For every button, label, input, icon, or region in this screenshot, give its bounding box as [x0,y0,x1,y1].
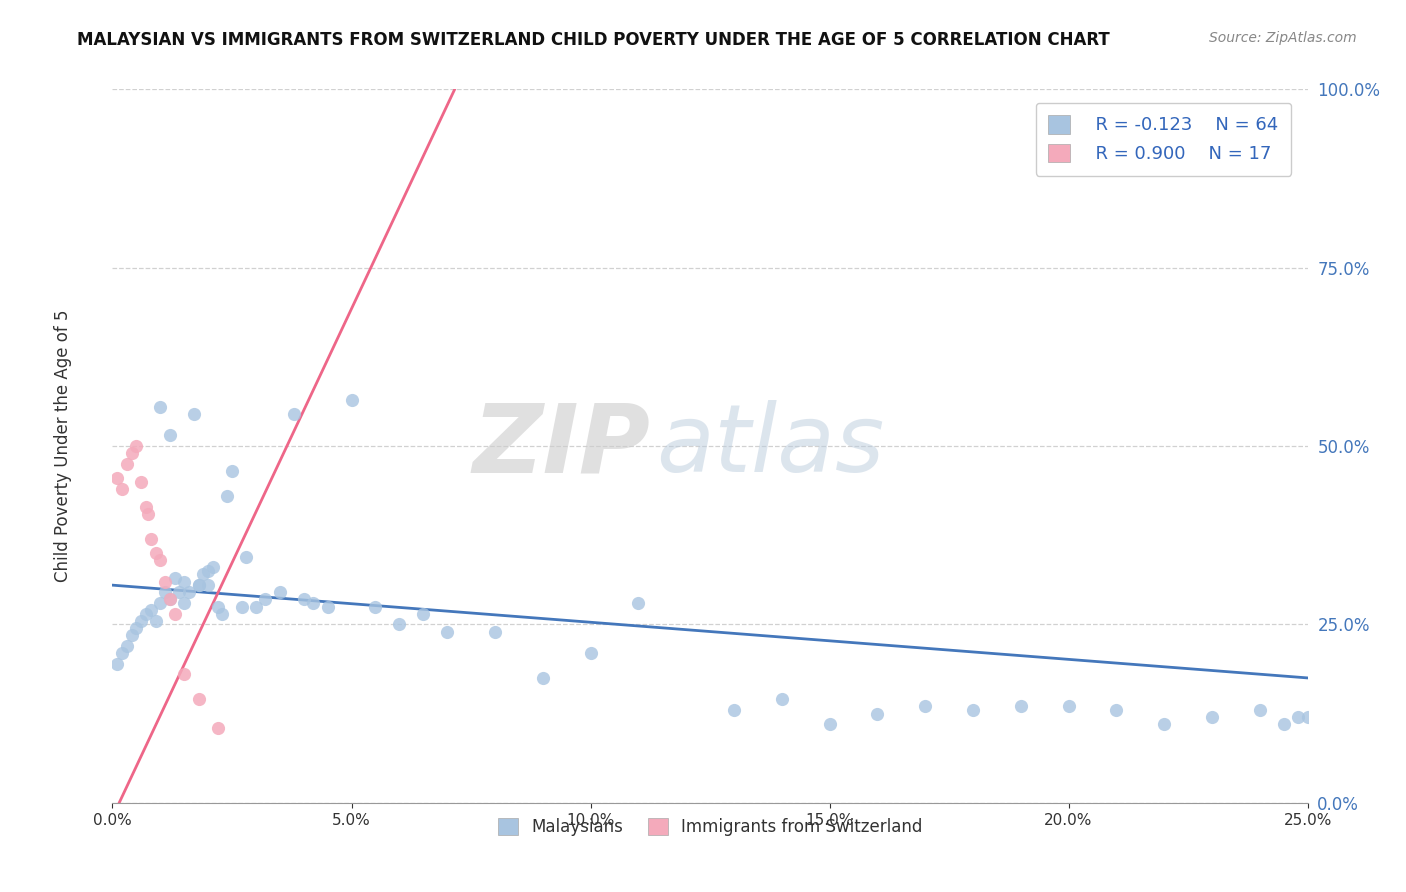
Point [149,596,172,610]
Point [163,571,186,585]
Point [412,607,434,621]
Point [197,564,219,578]
Point [221,464,243,478]
Point [531,671,554,685]
Point [1286,710,1309,724]
Point [627,596,650,610]
Text: Source: ZipAtlas.com: Source: ZipAtlas.com [1209,31,1357,45]
Point [105,657,128,671]
Point [579,646,602,660]
Point [139,532,162,546]
Point [231,599,253,614]
Point [201,560,224,574]
Point [197,578,219,592]
Point [115,639,138,653]
Point [245,599,267,614]
Point [1272,717,1295,731]
Point [770,692,793,706]
Point [484,624,506,639]
Point [364,599,387,614]
Point [217,489,239,503]
Point [207,599,229,614]
Point [187,692,209,706]
Point [153,585,176,599]
Point [207,721,229,735]
Point [129,475,152,489]
Point [1153,717,1175,731]
Point [818,717,841,731]
Legend: Malaysians, Immigrants from Switzerland: Malaysians, Immigrants from Switzerland [486,806,934,848]
Point [211,607,233,621]
Point [135,607,157,621]
Point [173,667,195,681]
Point [340,392,363,407]
Point [269,585,291,599]
Point [183,407,205,421]
Point [125,439,148,453]
Point [292,592,315,607]
Point [187,578,209,592]
Point [121,628,143,642]
Point [159,592,181,607]
Point [105,471,128,485]
Point [177,585,200,599]
Point [235,549,257,564]
Point [163,607,186,621]
Point [723,703,745,717]
Point [111,482,134,496]
Point [914,699,936,714]
Point [169,585,191,599]
Point [149,553,172,567]
Text: ZIP: ZIP [472,400,651,492]
Point [254,592,277,607]
Point [159,592,181,607]
Point [145,546,167,560]
Point [866,706,889,721]
Text: Child Poverty Under the Age of 5: Child Poverty Under the Age of 5 [55,310,72,582]
Point [388,617,411,632]
Point [302,596,325,610]
Point [145,614,167,628]
Point [1057,699,1080,714]
Point [316,599,339,614]
Point [962,703,984,717]
Text: MALAYSIAN VS IMMIGRANTS FROM SWITZERLAND CHILD POVERTY UNDER THE AGE OF 5 CORREL: MALAYSIAN VS IMMIGRANTS FROM SWITZERLAND… [77,31,1111,49]
Point [139,603,162,617]
Point [283,407,305,421]
Point [138,507,160,521]
Point [187,578,209,592]
Point [1249,703,1271,717]
Point [1306,721,1329,735]
Point [129,614,152,628]
Point [1296,710,1319,724]
Point [173,574,195,589]
Point [1105,703,1128,717]
Point [149,400,172,414]
Point [1201,710,1223,724]
Point [125,621,148,635]
Point [159,428,181,442]
Point [111,646,134,660]
Point [135,500,157,514]
Point [153,574,176,589]
Point [121,446,143,460]
Text: atlas: atlas [657,401,884,491]
Point [193,567,215,582]
Point [173,596,195,610]
Point [1010,699,1032,714]
Point [436,624,458,639]
Point [115,457,138,471]
